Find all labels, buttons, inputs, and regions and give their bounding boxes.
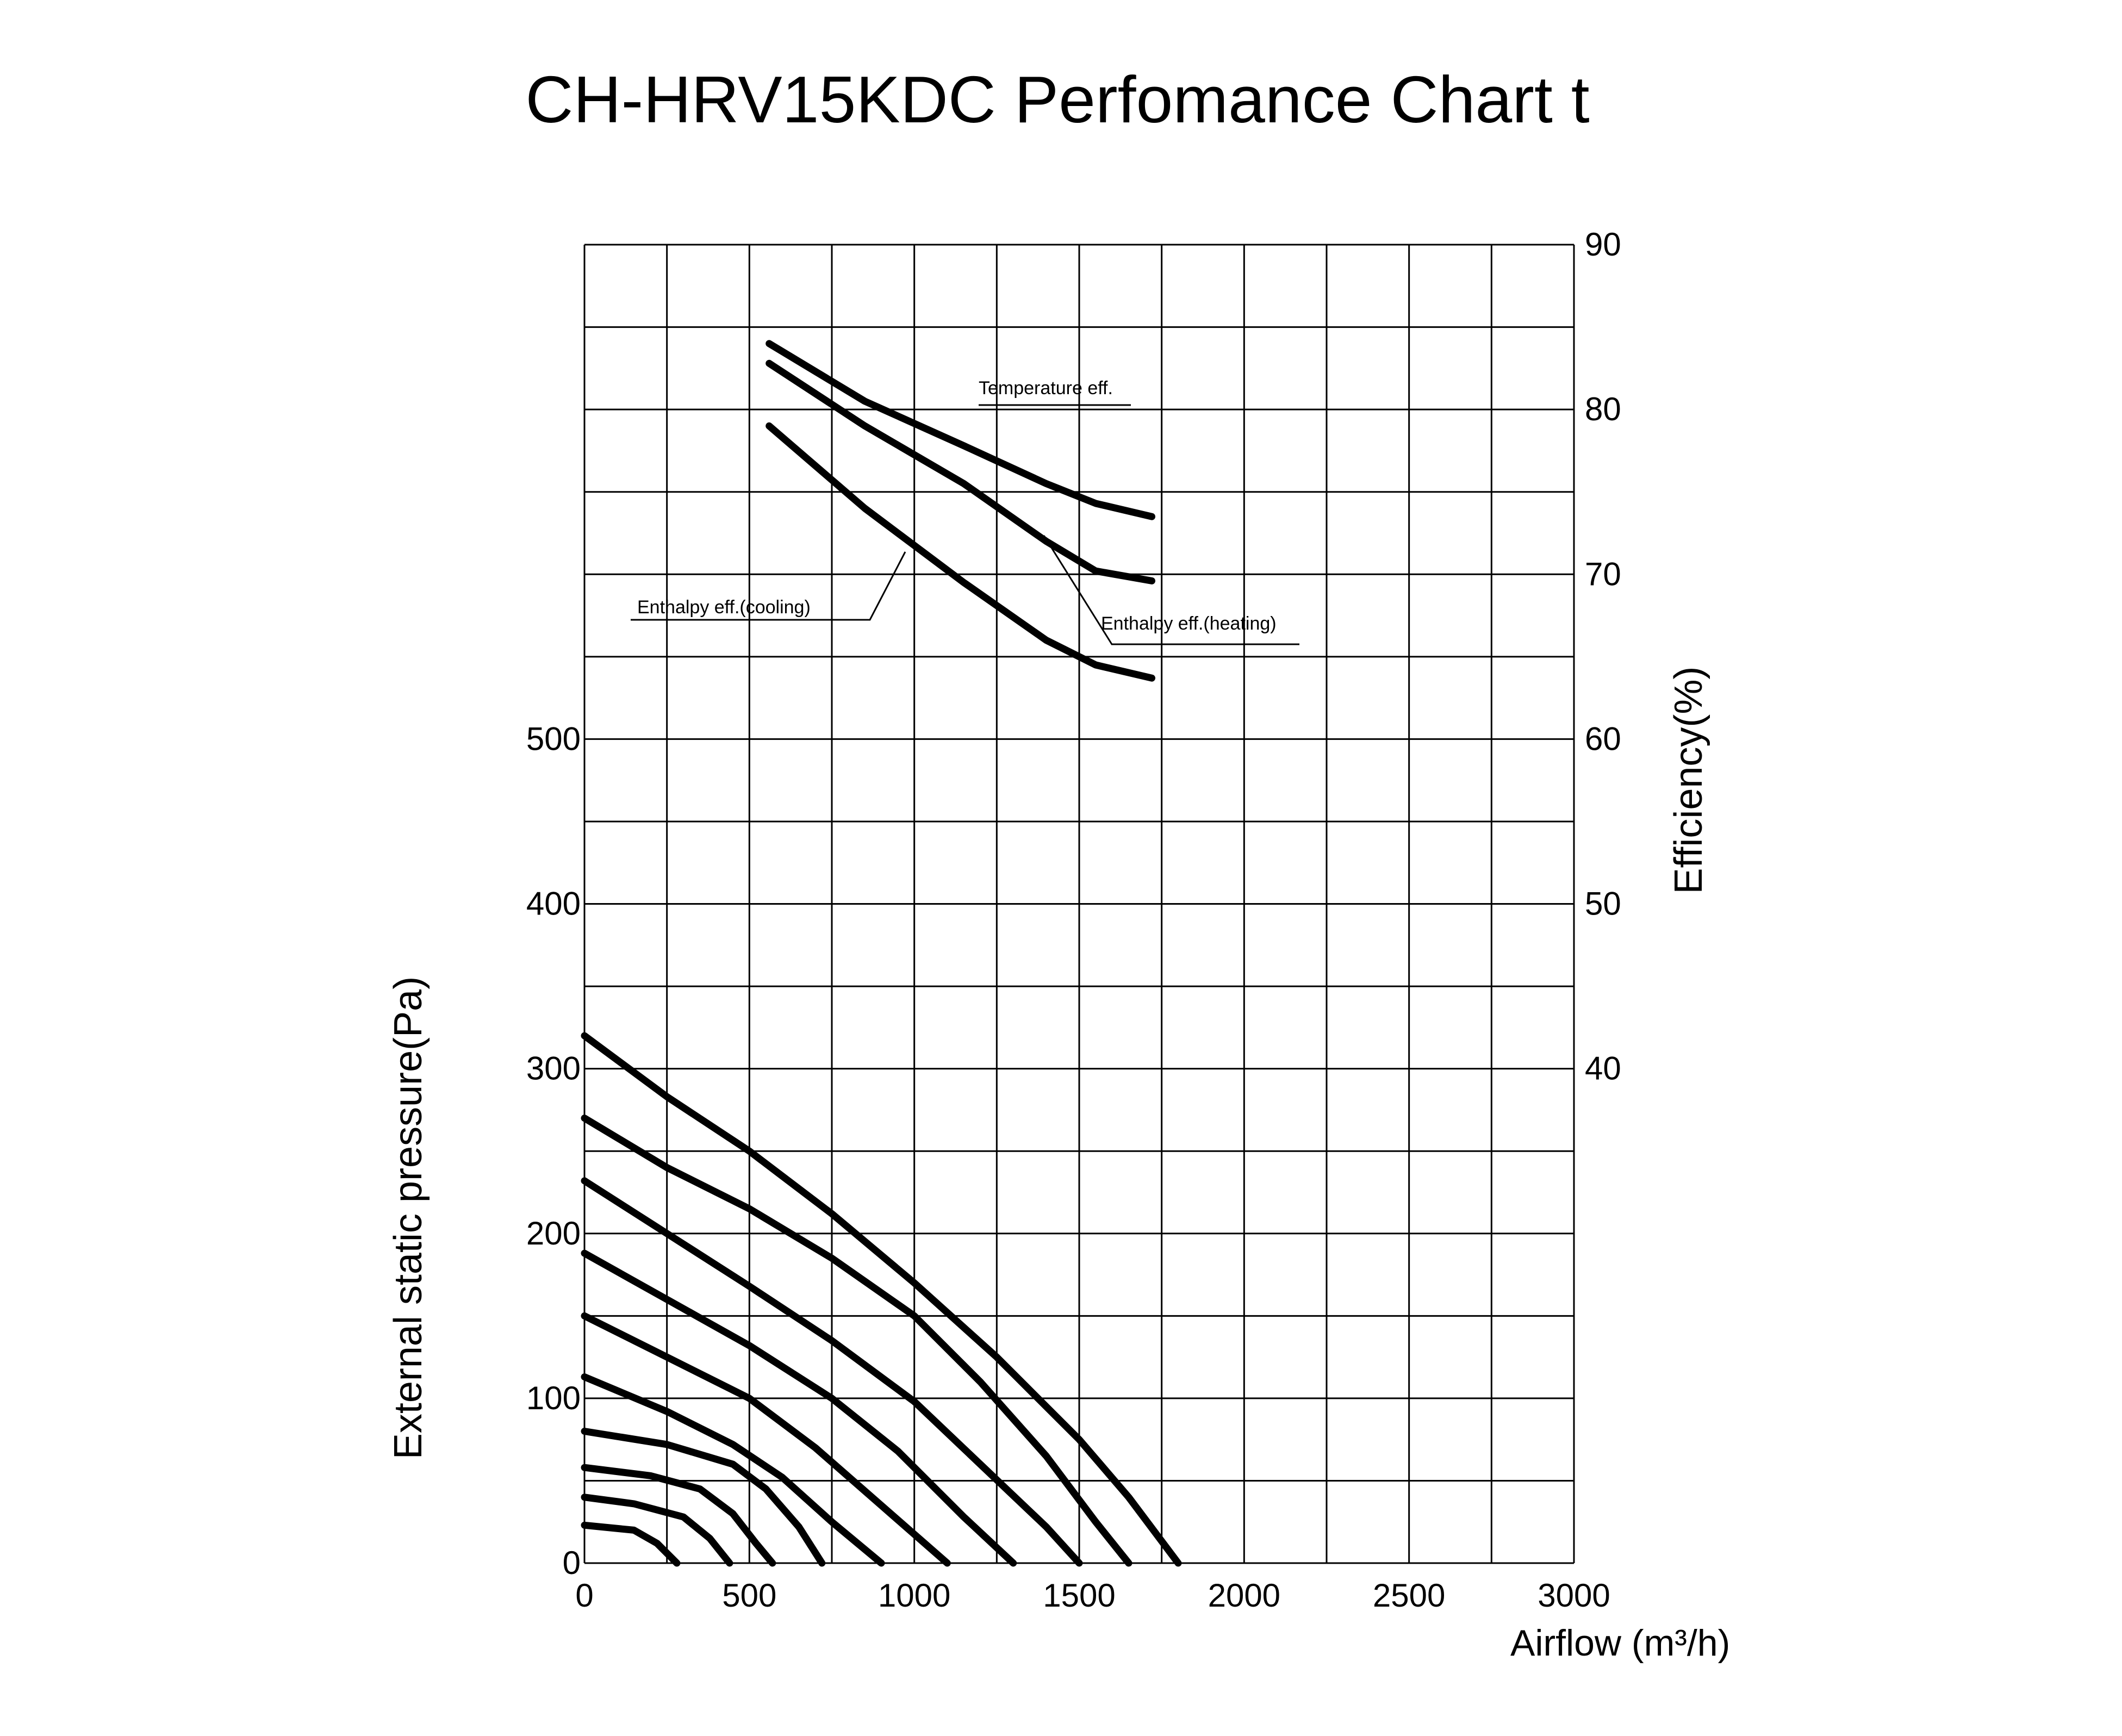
y-left-tick-label: 200 — [526, 1215, 581, 1252]
y-left-tick-label: 500 — [526, 720, 581, 757]
pressure-curve — [581, 1032, 1182, 1567]
enthalpy-heating-label: Enthalpy eff.(heating) — [1101, 613, 1277, 634]
y-right-tick-label: 70 — [1585, 556, 1621, 592]
y-right-tick-label: 50 — [1585, 886, 1621, 922]
enthalpy-heating-leader — [1043, 535, 1299, 645]
axis-ticks: 0 500 1000 1500 2000 2500 3000 0 100 200 300 400 500… — [526, 226, 1621, 1614]
efficiency-curve — [766, 422, 1155, 682]
x-tick-label: 1000 — [878, 1577, 950, 1614]
y-left-tick-label: 0 — [563, 1545, 581, 1581]
x-tick-label: 1500 — [1043, 1577, 1115, 1614]
pressure-curve — [581, 1428, 826, 1567]
x-tick-label: 2000 — [1208, 1577, 1280, 1614]
efficiency-curves — [766, 340, 1155, 682]
y-left-tick-label: 400 — [526, 886, 581, 922]
enthalpy-cooling-label: Enthalpy eff.(cooling) — [637, 597, 811, 618]
temperature-eff-label: Temperature eff. — [979, 378, 1113, 399]
pressure-curve — [581, 1312, 951, 1567]
y-left-tick-label: 300 — [526, 1050, 581, 1087]
y-right-tick-label: 60 — [1585, 720, 1621, 757]
enthalpy-cooling-leader — [631, 551, 906, 621]
pressure-curve — [581, 1464, 776, 1567]
x-axis-label: Airflow (m³/h) — [1510, 1622, 1730, 1664]
x-tick-label: 0 — [575, 1577, 593, 1614]
y-right-tick-label: 40 — [1585, 1050, 1621, 1087]
pressure-curves — [581, 1032, 1182, 1567]
callout-leaders — [631, 404, 1299, 645]
efficiency-curve — [766, 359, 1155, 584]
pressure-curve — [581, 1373, 885, 1567]
pressure-curve — [581, 1249, 1017, 1567]
plot-grid — [583, 244, 1575, 1564]
x-tick-label: 3000 — [1538, 1577, 1610, 1614]
pressure-curve — [581, 1115, 1132, 1567]
efficiency-curve — [766, 340, 1155, 520]
pressure-curve — [581, 1177, 1083, 1567]
y-left-axis-label: External static pressure(Pa) — [387, 976, 430, 1459]
pressure-curve — [581, 1521, 681, 1567]
y-right-axis-label: Efficiency(%) — [1667, 667, 1710, 894]
y-right-tick-label: 90 — [1585, 226, 1621, 263]
chart-title: CH-HRV15KDC Perfomance Chart t — [525, 63, 1589, 136]
x-tick-label: 500 — [722, 1577, 776, 1614]
y-right-tick-label: 80 — [1585, 391, 1621, 427]
x-tick-label: 2500 — [1373, 1577, 1445, 1614]
pressure-curve — [581, 1494, 733, 1567]
y-left-tick-label: 100 — [526, 1380, 581, 1416]
